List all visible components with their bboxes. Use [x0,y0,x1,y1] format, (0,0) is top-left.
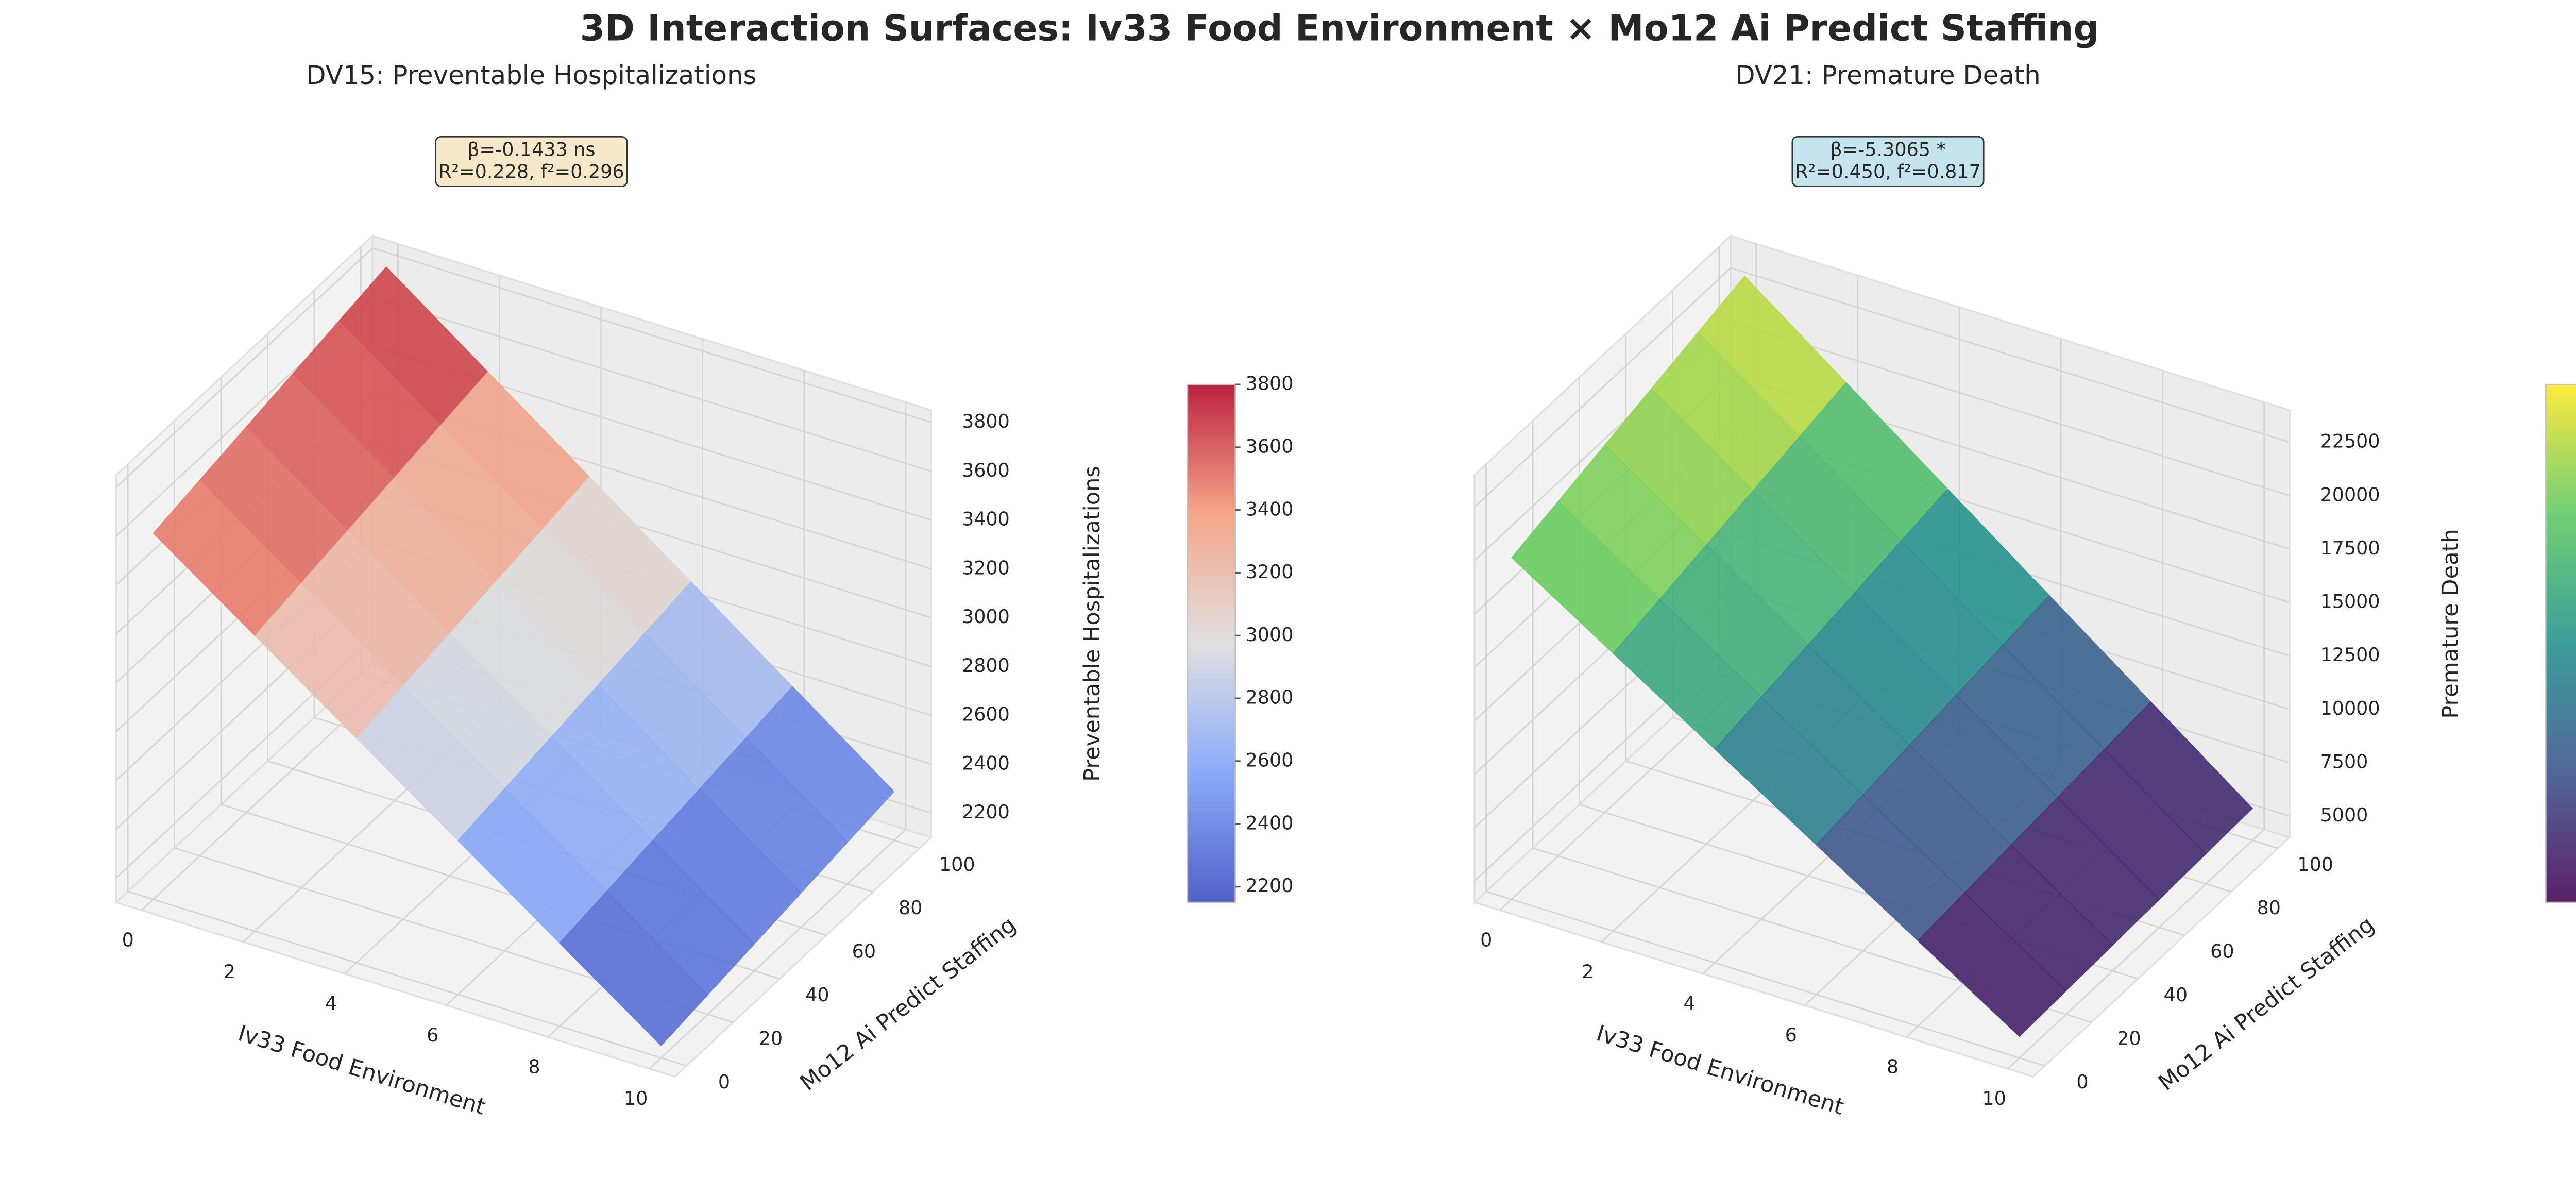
z-tick-label: 3600 [962,459,1010,481]
colorbar-tick-label: 3000 [1246,624,1294,646]
grid-line [1731,321,2290,497]
x-tick-label: 6 [427,1024,438,1046]
annotation-text: R²=0.228, f²=0.296 [438,160,624,182]
z-tick-label: 5000 [2320,804,2368,826]
grid-line [2007,829,2265,1069]
grid-line [1474,267,1732,508]
z-tick-label: 2200 [962,801,1010,823]
subplot-title: DV15: Preventable Hospitalizations [306,60,756,90]
colorbar [2545,383,2576,903]
colorbar-tick-label: 2600 [1246,749,1294,771]
colorbar-tick-label: 3800 [1246,373,1294,395]
y-tick-label: 60 [852,940,876,963]
grid-line [372,247,931,423]
y-tick-label: 20 [2117,1027,2141,1049]
colorbar [1187,383,1236,903]
z-tick-label: 2800 [962,654,1010,677]
annotation-box [435,136,628,187]
annotation-text: β=-0.1433 ns [467,138,595,160]
y-tick-label: 20 [759,1027,783,1049]
grid-line [115,247,373,488]
grid-line [372,296,931,472]
x-tick-label: 2 [1582,961,1594,983]
z-tick-label: 3800 [962,410,1010,432]
surface-cell [559,891,708,1047]
y-tick-label: 0 [2076,1071,2088,1093]
y-tick-label: 40 [805,984,829,1006]
x-axis-label: Iv33 Food Environment [1594,1020,1847,1120]
z-axis-label: Preventable Hospitalizations [1079,466,1105,782]
z-tick-label: 7500 [2320,750,2368,772]
z-tick-label: 3400 [962,508,1010,530]
x-axis-label: Iv33 Food Environment [235,1020,488,1120]
x-tick-label: 6 [1785,1024,1797,1046]
grid-line [127,890,687,1067]
y-tick-label: 100 [2297,853,2333,876]
y-tick-label: 40 [2164,984,2188,1006]
z-tick-label: 17500 [2320,537,2380,559]
z-tick-label: 3200 [962,557,1010,579]
z-tick-label: 3000 [962,606,1010,628]
surface-cell [1917,892,2067,1037]
y-tick-label: 60 [2210,940,2234,963]
y-tick-label: 100 [939,853,975,876]
colorbar-tick-label: 2800 [1246,686,1294,709]
z-tick-label: 22500 [2320,430,2380,452]
x-tick-label: 4 [1683,993,1695,1015]
z-tick-label: 12500 [2320,644,2380,666]
y-tick-label: 0 [718,1071,730,1093]
figure-title: 3D Interaction Surfaces: Iv33 Food Envir… [580,8,2099,49]
colorbar-tick-label: 3400 [1246,498,1294,520]
grid-line [1731,267,2290,443]
x-tick-label: 8 [528,1056,540,1078]
colorbar-tick-label: 3200 [1246,561,1294,583]
z-tick-label: 2400 [962,752,1010,774]
colorbar-tick-label: 2200 [1246,875,1294,897]
colorbar-tick-label: 3600 [1246,435,1294,457]
annotation-text: β=-5.3065 * [1830,138,1945,160]
grid-line [649,829,907,1069]
z-axis-label: Premature Death [2437,529,2463,719]
y-tick-label: 80 [2257,897,2281,919]
grid-line [1486,890,2045,1067]
x-tick-label: 8 [1887,1056,1899,1078]
z-tick-label: 20000 [2320,483,2380,506]
x-tick-label: 2 [224,961,235,983]
subplot-title: DV21: Premature Death [1735,60,2040,90]
annotation-box [1791,136,1985,187]
y-tick-label: 80 [899,897,922,919]
annotation-text: R²=0.450, f²=0.817 [1795,160,1981,182]
x-tick-label: 10 [624,1087,648,1109]
x-tick-label: 0 [1480,929,1492,951]
colorbar-tick-label: 2400 [1246,812,1294,834]
z-tick-label: 10000 [2320,697,2380,719]
x-tick-label: 4 [325,993,337,1015]
x-tick-label: 0 [122,929,134,951]
z-tick-label: 2600 [962,703,1010,726]
x-tick-label: 10 [1982,1087,2006,1109]
z-tick-label: 15000 [2320,591,2380,613]
